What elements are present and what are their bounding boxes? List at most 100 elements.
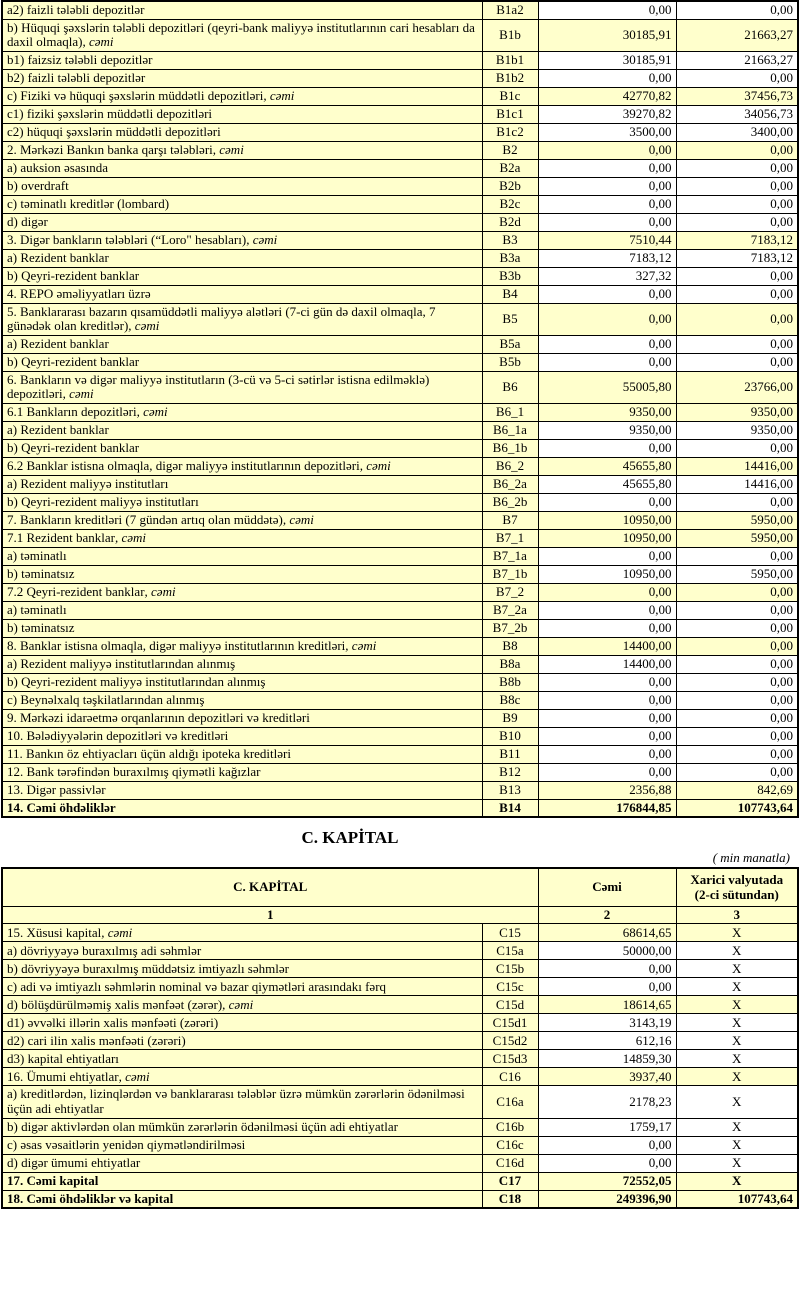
row-code: C15d [481, 995, 539, 1015]
row-value-xarici: 0,00 [675, 672, 799, 692]
row-value-xarici: X [675, 923, 799, 943]
row-value-cami: 0,00 [537, 1153, 677, 1173]
row-label-text: 4. REPO əməliyyatları üzrə [7, 285, 151, 301]
row-value-cami: 18614,65 [537, 995, 677, 1015]
table-row: d) bölüşdürülməmiş xalis mənfəət (zərər)… [1, 995, 799, 1015]
row-label: b) Qeyri-rezident banklar [1, 266, 483, 286]
row-label: a) Rezident banklar [1, 334, 483, 354]
row-label: 11. Bankın öz ehtiyacları üçün aldığı ip… [1, 744, 483, 764]
row-value-cami: 0,00 [537, 618, 677, 638]
row-value-cami: 0,00 [537, 302, 677, 336]
row-value-xarici: 0,00 [675, 582, 799, 602]
row-label-cami-suffix: , cəmi [114, 530, 146, 546]
row-label-text: b) Qeyri-rezident maliyyə institutları [7, 494, 199, 510]
row-value-xarici: 3400,00 [675, 122, 799, 142]
row-code: B8a [481, 654, 539, 674]
row-label: b) təminatsız [1, 564, 483, 584]
row-label: b) Qeyri-rezident banklar [1, 352, 483, 372]
row-code: C15a [481, 941, 539, 961]
row-label: 7.1 Rezident banklar, cəmi [1, 528, 483, 548]
row-label: d2) cari ilin xalis mənfəəti (zərəri) [1, 1031, 483, 1051]
row-value-xarici: 0,00 [675, 654, 799, 674]
row-label-text: 5. Banklararası bazarın qısamüddətli mal… [7, 303, 436, 334]
row-value-xarici: 0,00 [675, 708, 799, 728]
row-code: B3 [481, 230, 539, 250]
row-value-xarici: 0,00 [675, 600, 799, 620]
row-value-cami: 0,00 [537, 438, 677, 458]
row-code: B11 [481, 744, 539, 764]
row-value-cami: 72552,05 [537, 1171, 677, 1191]
row-label: a) Rezident banklar [1, 248, 483, 268]
table-row: b) Qeyri-rezident banklar B3b 327,32 0,00 [1, 266, 799, 286]
capital-section-title: C. KAPİTAL [301, 828, 399, 848]
row-label: a) auksion əsasında [1, 158, 483, 178]
row-code: B7_1a [481, 546, 539, 566]
row-label-text: 6.2 Banklar istisna olmaqla, digər maliy… [7, 458, 360, 474]
row-label-text: 14. Cəmi öhdəliklər [7, 799, 116, 815]
row-value-xarici: 0,00 [675, 0, 799, 20]
table-row: b1) faizsiz tələbli depozitlər B1b1 30185,… [1, 50, 799, 70]
row-label-text: 13. Digər passivlər [7, 782, 106, 798]
row-value-xarici: 0,00 [675, 176, 799, 196]
table-row: c1) fiziki şəxslərin müddətli depozitlər… [1, 104, 799, 124]
row-label: a) Rezident banklar [1, 420, 483, 440]
row-value-xarici: 34056,73 [675, 104, 799, 124]
row-label-text: c1) fiziki şəxslərin müddətli depozitlər… [7, 105, 213, 121]
row-value-xarici: 0,00 [675, 726, 799, 746]
row-label: b1) faizsiz tələbli depozitlər [1, 50, 483, 70]
row-label: a) Rezident maliyyə institutlarından alı… [1, 654, 483, 674]
row-code: B7_1 [481, 528, 539, 548]
row-code: B1a2 [481, 0, 539, 20]
table-row: a) Rezident banklar B6_1a 9350,00 9350,00 [1, 420, 799, 440]
row-label: 12. Bank tərəfindən buraxılmış qiymətli … [1, 762, 483, 782]
row-code: B5 [481, 302, 539, 336]
row-value-cami: 10950,00 [537, 528, 677, 548]
table-row: 3. Digər bankların tələbləri (“Loro" hes… [1, 230, 799, 250]
row-label-text: 6. Bankların və digər maliyyə institutla… [7, 371, 430, 402]
table-row: 10. Bələdiyyələrin depozitləri və kredit… [1, 726, 799, 746]
row-label-cami-suffix: , cəmi [212, 141, 244, 157]
row-label: a) Rezident maliyyə institutları [1, 474, 483, 494]
table-row: a) Rezident banklar B3a 7183,12 7183,12 [1, 248, 799, 268]
row-label-cami-suffix: , cəmi [118, 1068, 150, 1084]
row-value-cami: 0,00 [537, 212, 677, 232]
row-value-xarici: X [675, 1031, 799, 1051]
row-value-cami: 30185,91 [537, 18, 677, 52]
row-label: 8. Banklar istisna olmaqla, digər maliyy… [1, 636, 483, 656]
row-value-xarici: 5950,00 [675, 510, 799, 530]
row-label: 18. Cəmi öhdəliklər və kapital [1, 1189, 483, 1209]
row-label: a) kreditlərdən, lizinqlərdən və banklar… [1, 1085, 483, 1119]
table-row: a) Rezident maliyyə institutları B6_2a 456… [1, 474, 799, 494]
row-value-xarici: 0,00 [675, 266, 799, 286]
row-label-text: 16. Ümumi ehtiyatlar [7, 1068, 119, 1084]
header-foreign-line1: Xarici valyutada [690, 871, 784, 887]
row-value-cami: 10950,00 [537, 510, 677, 530]
row-value-xarici: 37456,73 [675, 86, 799, 106]
table-row: 16. Ümumi ehtiyatlar, cəmi C16 3937,40 X [1, 1067, 799, 1087]
header-foreign-cell: Xarici valyutada (2-ci sütundan) [675, 867, 799, 907]
row-value-xarici: 0,00 [675, 194, 799, 214]
row-code: C15d2 [481, 1031, 539, 1051]
row-value-cami: 45655,80 [537, 474, 677, 494]
row-label-text: b2) faizli tələbli depozitlər [7, 69, 146, 85]
row-value-xarici: X [675, 1013, 799, 1033]
table-row: 11. Bankın öz ehtiyacları üçün aldığı ip… [1, 744, 799, 764]
row-code: B7_2a [481, 600, 539, 620]
row-code: B2d [481, 212, 539, 232]
row-value-xarici: 0,00 [675, 438, 799, 458]
row-label-text: 10. Bələdiyyələrin depozitləri və kredit… [7, 728, 229, 744]
row-code: B7_1b [481, 564, 539, 584]
row-label-text: 2. Mərkəzi Bankın banka qarşı tələbləri [7, 141, 213, 157]
row-label: d1) əvvəlki illərin xalis mənfəəti (zərə… [1, 1013, 483, 1033]
row-label-text: a) auksion əsasında [7, 159, 109, 175]
row-code: C15d1 [481, 1013, 539, 1033]
row-code: B1c2 [481, 122, 539, 142]
table-row: b) Qeyri-rezident maliyyə institutlarınd… [1, 672, 799, 692]
row-code: B3b [481, 266, 539, 286]
unit-note: ( min manatla) [712, 850, 790, 866]
row-value-xarici: 0,00 [675, 334, 799, 354]
row-code: B1b [481, 18, 539, 52]
row-code: C16a [481, 1085, 539, 1119]
row-code: C16 [481, 1067, 539, 1087]
row-value-cami: 0,00 [537, 600, 677, 620]
